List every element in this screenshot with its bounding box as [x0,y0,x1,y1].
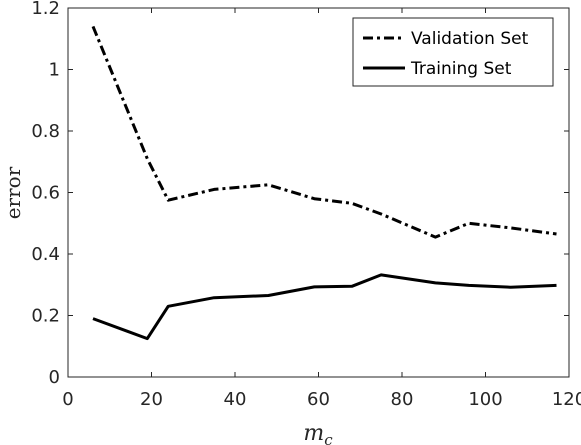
y-tick-label: 1 [49,60,60,81]
y-axis-label: error [1,166,25,219]
y-tick-label: 0.6 [31,183,60,204]
y-tick-label: 0.4 [31,244,60,265]
x-tick-label: 60 [307,389,330,410]
legend-entry: Validation Set [411,29,529,49]
y-tick-label: 0.8 [31,121,60,142]
x-tick-label: 120 [552,389,581,410]
series-layer [91,25,557,341]
x-tick-label: 40 [224,389,247,410]
series-line-validation [91,25,557,239]
legend-entry: Training Set [410,59,512,79]
y-tick-label: 1.2 [31,0,60,19]
y-tick-label: 0 [49,367,60,388]
legend-box [352,17,554,87]
legend: Validation Set Training Set [352,17,554,87]
x-tick-label: 20 [140,389,163,410]
x-axis-label-main: m [303,421,324,445]
x-axis-label: mc [303,421,333,445]
axis-ticks: 0 20 40 60 80 100 120 0 0.2 0.4 0.6 0.8 1 1.2 [31,0,581,410]
x-tick-label: 0 [62,389,73,410]
series-line-training [92,273,557,341]
x-tick-label: 80 [391,389,414,410]
x-tick-label: 100 [468,389,502,410]
x-axis-label-subscript: c [324,431,333,445]
y-tick-label: 0.2 [31,306,60,327]
